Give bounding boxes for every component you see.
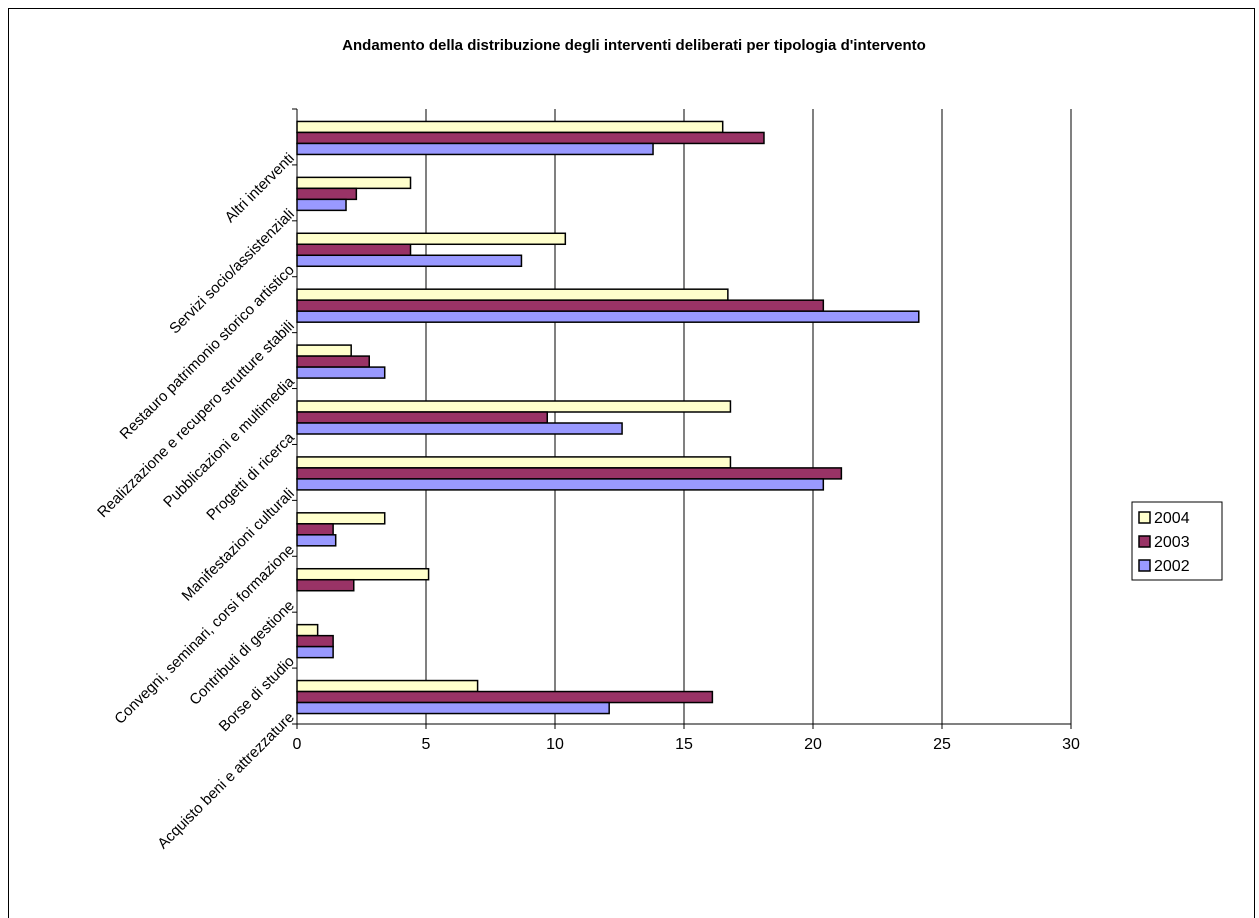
category-label: Contributi di gestione — [186, 597, 298, 709]
bar-2003-10 — [296, 131, 765, 145]
bar-2002-3 — [296, 534, 337, 547]
bar-2003-4 — [296, 467, 843, 480]
x-tick-label: 10 — [546, 736, 564, 753]
x-tick-label: 25 — [933, 736, 951, 753]
bar-2003-0 — [296, 690, 714, 704]
x-tick-label: 5 — [422, 736, 431, 753]
bar-2002-7 — [296, 310, 920, 323]
bar-2004-6 — [296, 344, 352, 357]
bar-2003-1 — [296, 634, 334, 648]
bar-2003-9 — [296, 187, 358, 201]
legend-swatch-2002 — [1138, 559, 1151, 572]
bar-2004-3 — [296, 512, 386, 525]
bar-2002-1 — [296, 645, 334, 659]
bars — [296, 120, 920, 715]
bar-2002-4 — [296, 478, 825, 491]
legend-swatch-2004 — [1138, 511, 1151, 524]
legend-label-2003: 2003 — [1154, 534, 1190, 551]
x-tick-label: 20 — [804, 736, 822, 753]
axes — [292, 108, 1072, 729]
bar-2003-7 — [296, 299, 825, 312]
bar-2003-2 — [296, 578, 355, 592]
bar-2004-5 — [296, 400, 732, 413]
legend-swatch-2003 — [1138, 535, 1151, 548]
bar-2003-8 — [296, 243, 412, 257]
bar-2003-3 — [296, 523, 334, 536]
bar-2002-8 — [296, 254, 523, 268]
category-label: Realizzazione e recupero strutture stabi… — [94, 317, 298, 521]
bar-2004-1 — [296, 623, 319, 637]
legend-label-2002: 2002 — [1154, 558, 1190, 575]
bar-2003-5 — [296, 411, 549, 424]
bar-2004-9 — [296, 176, 412, 190]
bar-2002-0 — [296, 701, 610, 715]
x-tick-label: 15 — [675, 736, 693, 753]
bar-2004-7 — [296, 288, 729, 301]
bar-2002-9 — [296, 198, 347, 212]
bar-2002-10 — [296, 142, 654, 156]
bar-2002-6 — [296, 366, 386, 379]
bar-2004-2 — [296, 567, 430, 581]
legend: 2004 2003 2002 — [1131, 501, 1223, 581]
bar-2004-10 — [296, 120, 724, 134]
x-tick-label: 30 — [1062, 736, 1080, 753]
category-label: Manifestazioni culturali — [179, 485, 298, 604]
x-tick-label: 0 — [293, 736, 302, 753]
x-tick-labels: 0 5 10 15 20 25 30 — [293, 736, 1080, 753]
chart-title: Andamento della distribuzione degli inte… — [342, 37, 926, 54]
legend-label-2004: 2004 — [1154, 510, 1190, 527]
bar-2004-4 — [296, 456, 732, 469]
bar-2004-8 — [296, 232, 567, 246]
bar-2004-0 — [296, 679, 479, 693]
bar-2002-5 — [296, 422, 623, 435]
bar-2003-6 — [296, 355, 370, 368]
